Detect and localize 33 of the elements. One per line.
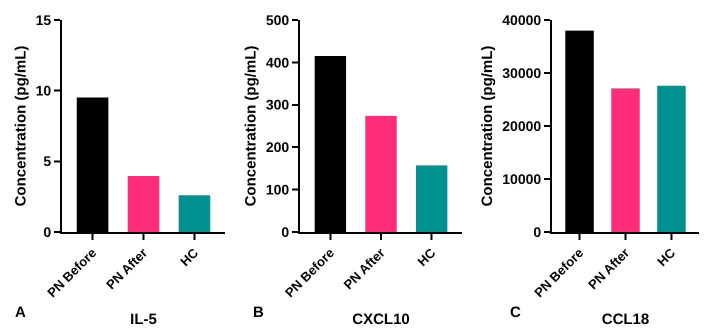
y-tick-label: 400 (266, 54, 290, 70)
bar (611, 88, 640, 232)
bar (365, 116, 397, 232)
y-axis-title: Concentration (pg/mL) (242, 46, 260, 206)
bar (657, 86, 686, 232)
y-tick-label: 5 (43, 153, 52, 170)
y-tick-label: 300 (266, 96, 290, 113)
y-tick-label: 20000 (502, 118, 542, 134)
y-tick-label: 500 (266, 12, 290, 28)
y-tick-label: 100 (266, 182, 290, 198)
y-tick-label: 200 (266, 139, 290, 156)
x-axis-title: IL-5 (130, 310, 157, 328)
text: C (510, 304, 521, 321)
text: A (15, 304, 26, 321)
y-tick-label: 0 (533, 224, 542, 240)
y-tick-label: 0 (43, 224, 52, 240)
text: B (253, 304, 264, 321)
y-tick-label: 30000 (502, 64, 542, 81)
x-axis-title: CCL18 (602, 310, 650, 328)
y-tick-label: 40000 (502, 12, 542, 28)
x-axis-title: CXCL10 (352, 310, 410, 328)
y-axis-title: Concentration (pg/mL) (479, 46, 496, 206)
x-tick-label: HC (414, 244, 439, 270)
x-tick-label: HC (177, 244, 202, 270)
x-tick-label: HC (654, 244, 679, 270)
y-tick-label: 0 (281, 224, 290, 240)
y-tick-label: 10000 (502, 170, 542, 187)
bar (128, 176, 160, 232)
y-tick-label: 10 (36, 82, 52, 99)
bar (178, 195, 210, 232)
bar (416, 165, 448, 232)
y-axis-title: Concentration (pg/mL) (12, 46, 30, 206)
y-tick-label: 15 (36, 12, 52, 28)
